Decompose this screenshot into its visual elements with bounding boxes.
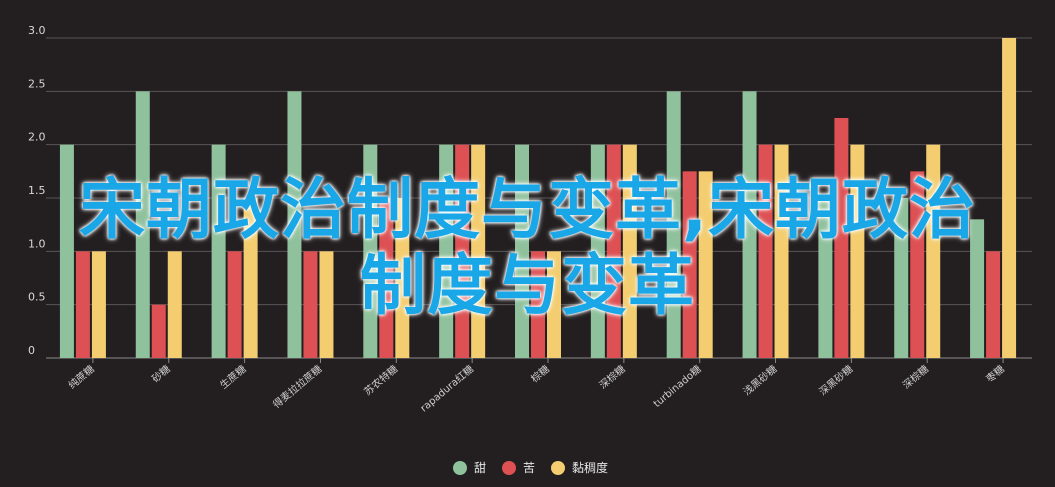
- bar: [379, 198, 394, 358]
- bar: [606, 144, 621, 358]
- y-tick-label: 2.5: [28, 77, 46, 90]
- bar: [547, 251, 561, 358]
- bar: [91, 251, 106, 358]
- x-tick-label: 得麦拉拉蔗糖: [270, 362, 324, 411]
- legend: 甜 苦 黏稠度: [453, 460, 608, 475]
- x-tick-label: 苏农特糖: [361, 362, 400, 398]
- x-axis-ticks: 纯蔗糖 砂糖 生蔗糖 得麦拉拉蔗糖 苏农特糖 rapadura红糖 棕糖 深棕糖 turbina…: [66, 358, 1007, 414]
- bar: [211, 144, 226, 358]
- x-tick-label: rapadura红糖: [417, 362, 476, 414]
- x-tick-label: turbinado糖: [650, 362, 703, 410]
- bar: [1002, 38, 1017, 358]
- bars: [59, 38, 1017, 358]
- bar: [287, 91, 302, 358]
- legend-label: 苦: [523, 461, 535, 475]
- bar: [970, 219, 985, 358]
- x-tick-label: 深黑砂糖: [816, 362, 855, 398]
- x-tick-label: 浅黑砂糖: [740, 362, 779, 398]
- y-tick-label: 1.5: [28, 184, 46, 197]
- bar: [818, 198, 833, 358]
- bar: [758, 144, 773, 358]
- bar: [622, 144, 637, 358]
- bar: [319, 251, 334, 358]
- bar: [698, 171, 713, 358]
- bar: [926, 144, 941, 358]
- bar: [59, 144, 74, 358]
- bar: [682, 171, 697, 358]
- x-tick-label: 生蔗糖: [217, 362, 248, 391]
- bar: [515, 144, 529, 358]
- bar: [167, 251, 182, 358]
- bar: [666, 91, 681, 358]
- x-tick-label: 砂糖: [149, 362, 173, 385]
- bar: [135, 91, 150, 358]
- bar: [455, 144, 470, 358]
- bar: [471, 144, 486, 358]
- bar: [75, 251, 90, 358]
- bar: [395, 198, 410, 358]
- bar: [986, 251, 1001, 358]
- bar: [834, 118, 849, 358]
- y-tick-label: 0.5: [28, 291, 46, 304]
- x-tick-label: 深棕糖: [596, 362, 627, 391]
- bar: [742, 91, 757, 358]
- x-tick-label: 深棕糖: [900, 362, 931, 391]
- bar: [910, 171, 925, 358]
- bar: [894, 198, 909, 358]
- bar: [850, 144, 865, 358]
- bar: [303, 251, 318, 358]
- y-tick-label: 1.0: [28, 237, 46, 250]
- y-tick-label: 3.0: [28, 24, 46, 37]
- x-tick-label: 棕糖: [528, 362, 552, 385]
- legend-swatch: [502, 461, 516, 475]
- bar: [227, 251, 242, 358]
- bar: [439, 144, 454, 358]
- bar: [363, 144, 378, 358]
- bar: [531, 251, 545, 358]
- y-axis-ticks: 0 0.5 1.0 1.5 2.0 2.5 3.0: [28, 24, 46, 357]
- y-tick-label: 2.0: [28, 131, 46, 144]
- y-tick-label: 0: [28, 344, 35, 357]
- legend-label: 黏稠度: [572, 460, 608, 475]
- legend-label: 甜: [474, 461, 486, 475]
- legend-swatch: [453, 461, 467, 475]
- legend-swatch: [551, 461, 565, 475]
- x-tick-label: 枣糖: [983, 362, 1007, 385]
- x-tick-label: 纯蔗糖: [66, 362, 97, 391]
- bar: [774, 144, 789, 358]
- bar: [590, 144, 605, 358]
- bar: [151, 304, 166, 358]
- bar: [243, 198, 258, 358]
